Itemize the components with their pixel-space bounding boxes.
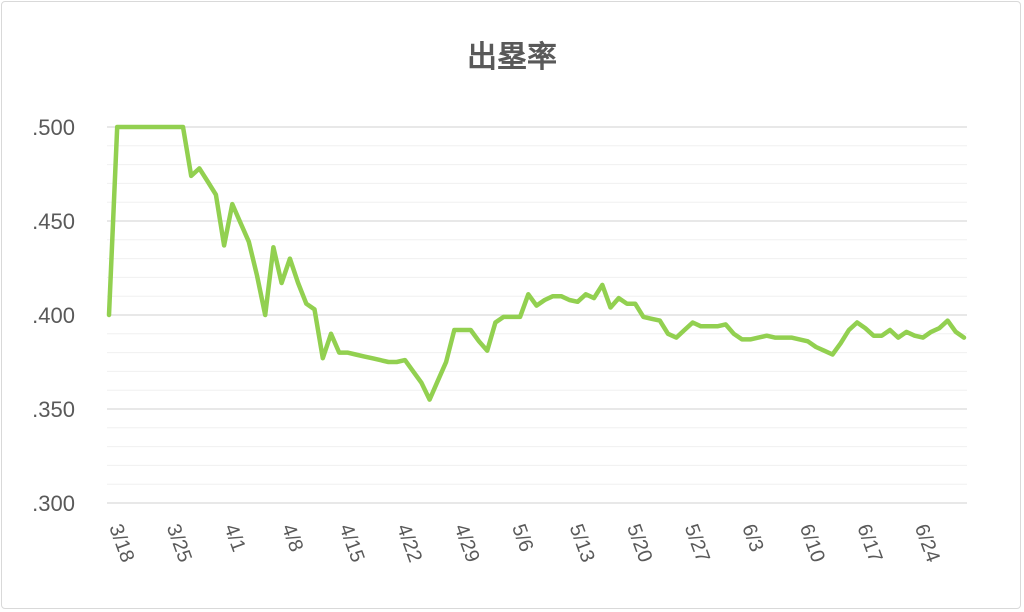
x-tick-label: 4/29 <box>450 521 484 565</box>
y-tick-label: .450 <box>32 209 75 234</box>
series-group <box>106 124 967 402</box>
x-tick: 4/15 <box>334 521 368 565</box>
x-tick-label: 5/27 <box>680 521 714 565</box>
x-tick-label: 5/20 <box>622 521 656 565</box>
y-tick-label: .500 <box>32 115 75 140</box>
x-tick-label: 6/10 <box>795 521 829 565</box>
x-tick-label: 6/17 <box>852 521 886 565</box>
x-tick: 5/27 <box>680 521 714 565</box>
x-tick: 6/24 <box>910 521 944 565</box>
chart-title: 出塁率 <box>467 40 557 75</box>
x-tick-label: 6/24 <box>910 521 944 565</box>
x-tick: 5/20 <box>622 521 656 565</box>
x-tick-label: 5/6 <box>507 521 537 555</box>
x-tick-label: 5/13 <box>565 521 599 565</box>
x-tick: 5/13 <box>565 521 599 565</box>
y-axis-ticks: .300 .350 .400 .450 .500 <box>32 115 75 516</box>
x-tick: 6/10 <box>795 521 829 565</box>
x-tick: 6/3 <box>737 521 767 555</box>
x-tick-label: 3/18 <box>104 521 138 565</box>
x-tick: 3/25 <box>162 521 196 565</box>
x-tick: 6/17 <box>852 521 886 565</box>
minor-gridlines <box>107 145 967 485</box>
x-tick: 4/22 <box>392 521 426 565</box>
x-axis-ticks: 3/18 3/25 4/1 4/8 4/15 4/22 4/29 5/6 5/13 5/20 5/2… <box>104 521 944 565</box>
x-tick-label: 4/8 <box>277 521 307 555</box>
x-tick: 4/8 <box>277 521 307 555</box>
series-line <box>106 124 967 402</box>
y-tick-label: .350 <box>32 397 75 422</box>
x-tick-label: 4/15 <box>334 521 368 565</box>
x-tick: 4/1 <box>219 521 249 555</box>
x-tick-label: 6/3 <box>737 521 767 555</box>
x-tick-label: 4/22 <box>392 521 426 565</box>
y-tick-label: .300 <box>32 491 75 516</box>
x-tick-label: 3/25 <box>162 521 196 565</box>
y-tick-label: .400 <box>32 303 75 328</box>
x-tick: 3/18 <box>104 521 138 565</box>
major-gridlines <box>107 126 967 504</box>
x-tick-label: 4/1 <box>219 521 249 555</box>
x-tick: 4/29 <box>450 521 484 565</box>
x-tick: 5/6 <box>507 521 537 555</box>
